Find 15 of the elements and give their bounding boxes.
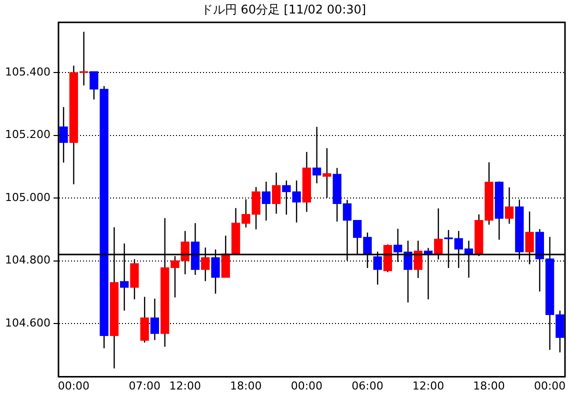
x-tick-label: 12:00 — [412, 379, 444, 392]
x-tick-label: 00:00 — [290, 379, 323, 392]
chart-title: ドル円 60分足 [11/02 00:30] — [200, 2, 366, 16]
y-tick-label: 104.800 — [4, 254, 50, 267]
y-tick-label: 104.600 — [4, 316, 50, 330]
x-tick-label: 12:00 — [169, 379, 201, 392]
x-tick-label: 06:00 — [352, 379, 384, 392]
y-tick-label: 105.400 — [4, 65, 50, 78]
x-tick-label: 18:00 — [473, 379, 505, 392]
x-tick-label: 07:00 — [128, 379, 160, 392]
x-tick-label: 18:00 — [230, 379, 262, 392]
y-tick-label: 105.000 — [4, 190, 50, 204]
x-tick-label: 00:00 — [58, 379, 90, 392]
y-tick-label: 105.200 — [4, 128, 50, 142]
x-tick-label: 00:00 — [534, 379, 566, 392]
